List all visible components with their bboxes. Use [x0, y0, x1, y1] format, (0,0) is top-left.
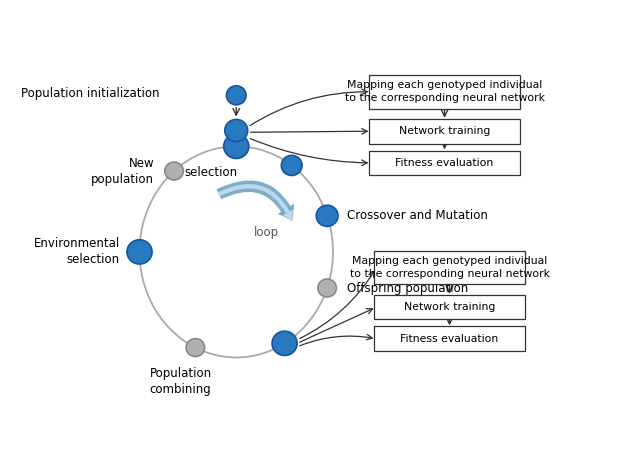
FancyBboxPatch shape: [369, 119, 520, 143]
Text: Offspring population: Offspring population: [347, 282, 468, 294]
Text: New
population: New population: [92, 157, 154, 186]
Text: selection: selection: [185, 166, 238, 179]
FancyBboxPatch shape: [369, 150, 520, 175]
FancyBboxPatch shape: [374, 251, 525, 284]
Text: Crossover and Mutation: Crossover and Mutation: [347, 209, 488, 222]
Text: Mapping each genotyped individual
to the corresponding neural network: Mapping each genotyped individual to the…: [349, 256, 550, 279]
FancyArrowPatch shape: [218, 184, 292, 221]
Ellipse shape: [225, 119, 248, 142]
Ellipse shape: [318, 279, 337, 297]
Ellipse shape: [127, 240, 152, 264]
Ellipse shape: [224, 134, 249, 159]
Ellipse shape: [227, 86, 246, 105]
FancyBboxPatch shape: [374, 326, 525, 351]
FancyBboxPatch shape: [369, 75, 520, 108]
Text: Network training: Network training: [404, 302, 495, 312]
Text: Population
combining: Population combining: [149, 367, 212, 396]
Text: loop: loop: [253, 226, 278, 239]
Ellipse shape: [272, 331, 297, 356]
Ellipse shape: [186, 339, 205, 356]
FancyBboxPatch shape: [374, 295, 525, 319]
Text: Environmental
selection: Environmental selection: [33, 237, 120, 266]
Ellipse shape: [164, 162, 183, 180]
Text: Fitness evaluation: Fitness evaluation: [401, 334, 499, 344]
Ellipse shape: [316, 205, 338, 226]
Text: Population initialization: Population initialization: [21, 87, 159, 100]
Text: Network training: Network training: [399, 126, 490, 136]
Text: Mapping each genotyped individual
to the corresponding neural network: Mapping each genotyped individual to the…: [344, 80, 545, 103]
Ellipse shape: [282, 155, 302, 175]
Text: Fitness evaluation: Fitness evaluation: [396, 158, 493, 168]
FancyArrowPatch shape: [216, 181, 294, 221]
